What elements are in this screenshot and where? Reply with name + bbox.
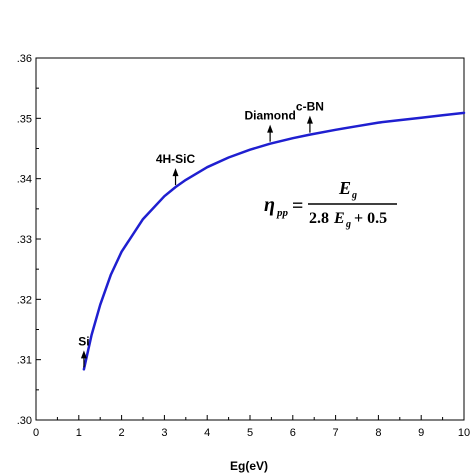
- x-tick-label: 0: [33, 427, 39, 439]
- y-tick-label: .31: [17, 355, 32, 367]
- equation-denominator-subscript: g: [345, 219, 351, 230]
- annotation-label: c-BN: [296, 100, 324, 114]
- x-tick-label: 9: [418, 427, 424, 439]
- x-tick-label: 6: [290, 427, 296, 439]
- annotation-arrow-head: [172, 168, 179, 177]
- x-tick-label: 4: [204, 427, 210, 439]
- annotation-arrow-head: [80, 350, 87, 359]
- equation-numerator-subscript: g: [351, 190, 357, 201]
- annotation-label: 4H-SiC: [156, 152, 196, 166]
- x-tick-label: 8: [375, 427, 381, 439]
- annotation-arrow-head: [306, 115, 313, 124]
- series-line: [82, 111, 466, 371]
- annotation-label: Si: [78, 334, 89, 348]
- x-axis-label: Eg(eV): [230, 459, 268, 473]
- equation-numerator: E: [338, 178, 351, 198]
- equation-denominator-lead: 2.8: [309, 210, 329, 227]
- x-tick-label: 7: [333, 427, 339, 439]
- annotation-arrow-head: [267, 124, 274, 133]
- y-tick-label: .36: [17, 53, 32, 65]
- annotation-label: Diamond: [244, 109, 295, 123]
- x-tick-label: 3: [161, 427, 167, 439]
- x-tick-label: 1: [76, 427, 82, 439]
- y-tick-label: .34: [17, 174, 32, 186]
- y-tick-label: .30: [17, 415, 32, 427]
- y-axis-ticks: .30 .31 .32 .33 .34 .35 .36: [17, 53, 41, 427]
- series-layer: [82, 111, 466, 371]
- equation-lhs-subscript: pp: [276, 207, 289, 219]
- x-tick-label: 2: [119, 427, 125, 439]
- equation-denominator-symbol: E: [333, 210, 345, 227]
- y-tick-label: .35: [17, 113, 32, 125]
- equation: η pp = E g 2.8 E g + 0.5: [264, 178, 397, 230]
- equation-lhs-symbol: η: [264, 194, 275, 216]
- y-tick-label: .32: [17, 294, 32, 306]
- x-tick-label: 10: [458, 427, 470, 439]
- y-tick-label: .33: [17, 234, 32, 246]
- equation-denominator-tail: + 0.5: [350, 210, 387, 227]
- x-axis-ticks: 0 1 2 3 4 5 6 7 8 9 10: [33, 415, 470, 439]
- equation-equals: =: [292, 195, 303, 217]
- x-tick-label: 5: [247, 427, 253, 439]
